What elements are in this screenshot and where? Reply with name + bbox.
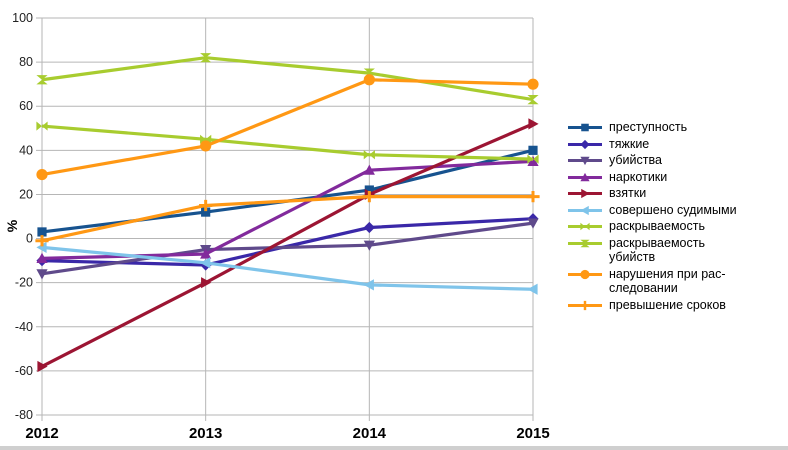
series-4 [37, 118, 539, 373]
legend-item-4: взятки [568, 186, 737, 201]
legend-marker-arrow-down-icon [568, 156, 602, 166]
y-axis-title: % [4, 219, 20, 233]
legend-label: раскрываемость [609, 219, 705, 233]
legend-marker-sandglass-icon [568, 239, 602, 247]
legend-item-9: превышение сроков [568, 298, 737, 313]
legend-item-5: совершено судимыми [568, 203, 737, 218]
legend-label: нарушения при рас- следовании [609, 266, 726, 296]
legend-marker-plus-icon [568, 300, 602, 310]
legend-label: наркотики [609, 169, 668, 184]
y-tick-label: -20 [15, 276, 33, 290]
legend-marker-diamond-icon [568, 139, 602, 149]
y-tick-label: 100 [12, 11, 33, 25]
legend-label: тяжкие [609, 136, 650, 151]
series-2-line [41, 221, 534, 276]
series-8 [36, 74, 539, 181]
y-tick-label: -40 [15, 320, 33, 334]
legend-label: раскрываемость убийств [609, 235, 705, 265]
legend-item-1: тяжкие [568, 137, 737, 152]
series-4-line [41, 122, 534, 368]
y-tick-label: 60 [19, 99, 33, 113]
legend-item-8: нарушения при рас- следовании [568, 267, 737, 296]
series-2 [36, 218, 539, 280]
series-5-line [41, 245, 534, 291]
window-edge-strip [0, 446, 788, 450]
legend-label: превышение сроков [609, 297, 726, 312]
legend-label: совершено судимыми [609, 202, 737, 217]
y-tick-label: 20 [19, 187, 33, 201]
legend-item-6: раскрываемость [568, 219, 737, 234]
legend-label: убийства [609, 153, 662, 167]
y-tick-label: -60 [15, 364, 33, 378]
legend-marker-arrow-left-icon [568, 205, 602, 215]
y-tick-label: 80 [19, 55, 33, 69]
legend-marker-arrow-up-icon [568, 172, 602, 181]
y-tick-label: -80 [15, 408, 33, 422]
series-7-line [41, 56, 534, 102]
legend-marker-circle-icon [568, 269, 602, 279]
series-8-line [41, 78, 534, 177]
legend-label: взятки [609, 186, 647, 200]
series-9-line [41, 195, 533, 243]
series-9 [35, 191, 540, 247]
x-tick-label: 2013 [189, 425, 222, 442]
legend-label: преступность [609, 120, 688, 134]
series-7 [36, 53, 539, 105]
series-6-line [41, 124, 534, 161]
series-3-line [41, 159, 534, 261]
x-tick-label: 2015 [516, 425, 549, 442]
y-tick-label: 0 [26, 232, 33, 246]
legend-item-7: раскрываемость убийств [568, 236, 737, 265]
series-5 [36, 241, 538, 295]
legend-item-3: наркотики [568, 170, 737, 185]
x-tick-label: 2012 [25, 425, 58, 442]
y-tick-label: 40 [19, 143, 33, 157]
legend-marker-arrow-right-icon [568, 188, 602, 199]
series-6 [36, 121, 539, 164]
legend: преступность тяжкие убийства наркотики взятк… [568, 120, 737, 314]
legend-item-2: убийства [568, 153, 737, 168]
legend-marker-square-icon [568, 123, 602, 132]
legend-item-0: преступность [568, 120, 737, 135]
x-tick-label: 2014 [353, 425, 387, 442]
legend-marker-bowtie-icon [568, 222, 602, 231]
